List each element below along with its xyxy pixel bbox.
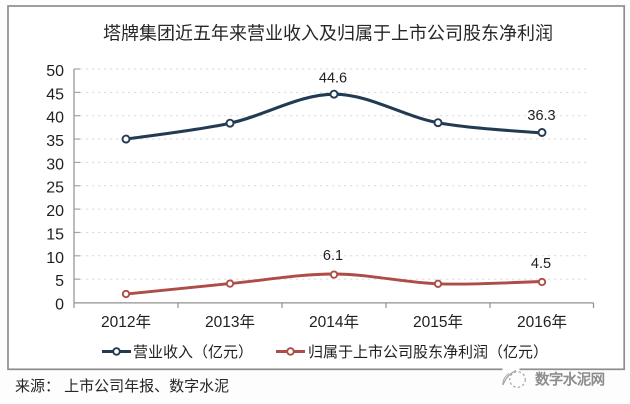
svg-text:10: 10 [46, 250, 64, 267]
svg-text:2014年: 2014年 [309, 313, 359, 331]
svg-text:45: 45 [46, 86, 64, 103]
svg-text:塔牌集团近五年来营业收入及归属于上市公司股东净利润: 塔牌集团近五年来营业收入及归属于上市公司股东净利润 [103, 24, 553, 44]
svg-text:25: 25 [46, 180, 64, 197]
svg-text:30: 30 [46, 156, 64, 173]
svg-text:20: 20 [46, 203, 64, 220]
svg-text:6.1: 6.1 [323, 248, 343, 264]
svg-text:4.5: 4.5 [531, 256, 551, 272]
svg-text:归属于上市公司股东净利润（亿元）: 归属于上市公司股东净利润（亿元） [308, 344, 548, 361]
svg-text:营业收入（亿元）: 营业收入（亿元） [133, 344, 253, 361]
svg-text:40: 40 [46, 110, 64, 127]
svg-text:44.6: 44.6 [319, 71, 347, 87]
svg-text:数字水泥网: 数字水泥网 [535, 371, 605, 389]
svg-text:2015年: 2015年 [413, 313, 463, 331]
svg-text:0: 0 [55, 297, 64, 314]
svg-text:2016年: 2016年 [517, 313, 567, 331]
svg-text:35: 35 [46, 133, 64, 150]
svg-text:50: 50 [46, 63, 64, 80]
svg-text:2012年: 2012年 [101, 313, 151, 331]
svg-text:36.3: 36.3 [527, 108, 555, 124]
svg-text:2013年: 2013年 [205, 313, 255, 331]
svg-text:15: 15 [46, 226, 64, 243]
svg-text:5: 5 [55, 273, 64, 290]
svg-text:来源： 上市公司年报、数字水泥: 来源： 上市公司年报、数字水泥 [15, 378, 229, 395]
